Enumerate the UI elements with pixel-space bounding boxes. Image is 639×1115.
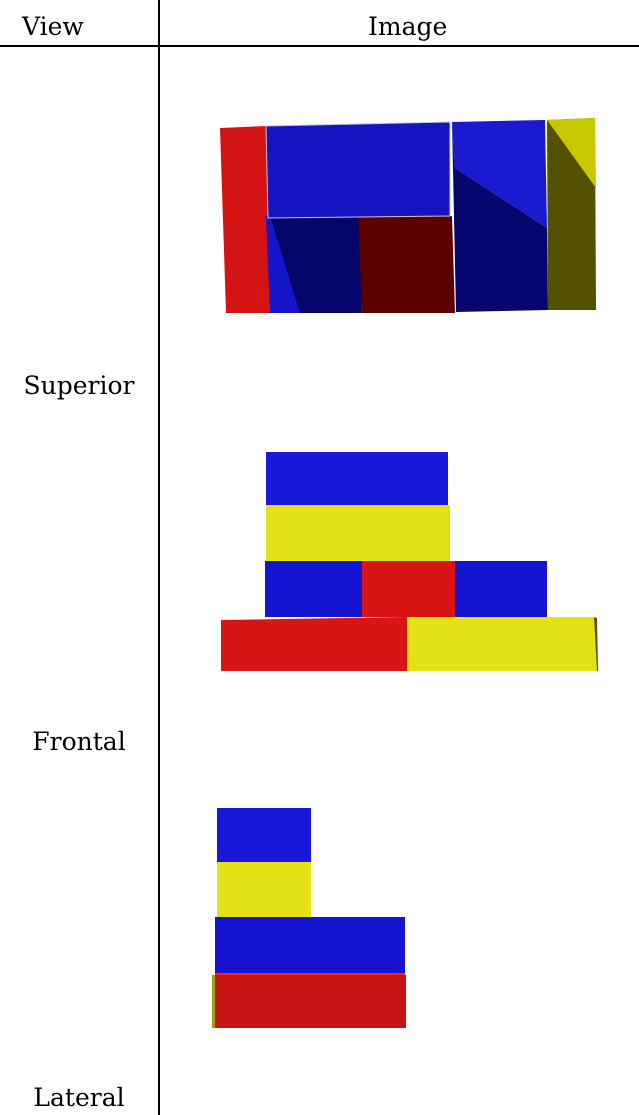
row-label-lateral: Lateral: [33, 1083, 125, 1112]
frontal-view-figure: [221, 452, 598, 671]
frontal-base-edge: [594, 617, 598, 671]
header-image: Image: [368, 12, 448, 41]
superior-blue-left-wedge: [266, 216, 300, 313]
superior-dark-blue-left: [270, 216, 362, 313]
superior-dark-blue-right: [452, 122, 548, 312]
frontal-yellow-base: [407, 617, 597, 671]
lateral-base-edge: [212, 975, 215, 1028]
lateral-blue-top: [217, 808, 311, 862]
superior-blue-right-upper: [452, 120, 547, 228]
row-label-superior: Superior: [23, 371, 135, 400]
superior-red-side: [220, 126, 270, 313]
lateral-blue-lower: [215, 917, 405, 974]
lateral-yellow-mid: [217, 862, 311, 918]
frontal-blue-top: [266, 452, 448, 505]
frontal-yellow-mid: [266, 505, 450, 561]
superior-view-figure: [220, 118, 596, 313]
lateral-red-base: [215, 975, 406, 1028]
lateral-view-figure: [212, 808, 406, 1028]
frontal-blue-left: [265, 561, 362, 617]
frontal-red-mid: [362, 561, 455, 617]
row-label-frontal: Frontal: [32, 727, 126, 756]
header-view: View: [22, 12, 84, 41]
superior-dark-red-block: [358, 216, 455, 313]
column-divider: [158, 0, 160, 1115]
header-rule: [0, 45, 639, 47]
frontal-blue-right: [455, 561, 547, 617]
superior-yellow-corner: [547, 118, 596, 188]
superior-blue-top-block: [265, 121, 451, 219]
frontal-red-base: [221, 617, 407, 671]
